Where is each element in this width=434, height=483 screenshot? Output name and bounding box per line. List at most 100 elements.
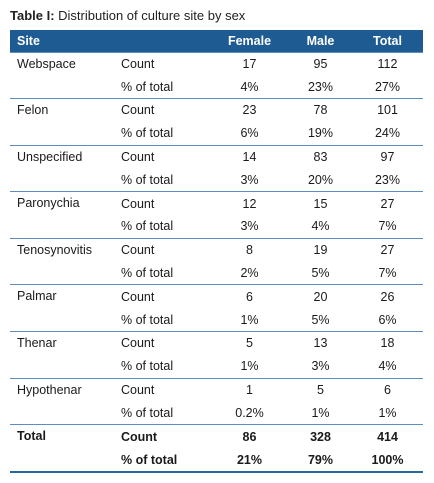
table-figure: Table I: Distribution of culture site by…: [10, 0, 423, 474]
total-cell: 1%: [378, 405, 397, 420]
table-row: % of total 3% 20% 23%: [10, 168, 423, 191]
stat-cell: % of total: [121, 266, 174, 281]
male-cell: 20%: [307, 172, 334, 187]
stat-cell: Count: [115, 424, 210, 449]
site-cell: [10, 262, 115, 285]
table-row: % of total 6% 19% 24%: [10, 122, 423, 145]
male-cell: 95: [289, 51, 352, 76]
table-bottom-rule: [10, 471, 423, 474]
stat-cell: % of total: [121, 452, 178, 467]
male-cell: 79%: [307, 452, 334, 467]
site-cell: Felon: [10, 98, 115, 122]
table-row: % of total 3% 4% 7%: [10, 215, 423, 238]
male-cell: 5%: [311, 266, 330, 281]
table-row: Hypothenar Count 1 5 6: [10, 377, 423, 402]
male-cell: 1%: [311, 405, 330, 420]
total-cell: 101: [352, 98, 423, 122]
table-row: Tenosynovitis Count 8 19 27: [10, 237, 423, 262]
culture-site-table: Site Female Male Total Webspace Count 17 95…: [10, 30, 423, 471]
stat-cell: Count: [115, 144, 210, 169]
male-cell: 23%: [307, 79, 334, 94]
table-row: Felon Count 23 78 101: [10, 98, 423, 122]
total-cell: 23%: [374, 172, 401, 187]
total-cell: 26: [352, 284, 423, 309]
total-cell: 4%: [378, 359, 397, 374]
site-cell: Palmar: [10, 284, 115, 309]
site-cell: Paronychia: [10, 191, 115, 216]
female-cell: 0.2%: [235, 405, 264, 420]
male-cell: 3%: [311, 359, 330, 374]
female-cell: 21%: [236, 452, 263, 467]
total-cell: 27%: [374, 79, 401, 94]
table-caption-label: Table I:: [10, 8, 55, 23]
stat-cell: Count: [115, 377, 210, 402]
female-cell: 14: [210, 144, 289, 169]
male-cell: 78: [289, 98, 352, 122]
stat-cell: % of total: [121, 405, 174, 420]
female-cell: 12: [210, 191, 289, 216]
site-cell: [10, 308, 115, 331]
male-cell: 4%: [311, 219, 330, 234]
site-cell: [10, 168, 115, 191]
stat-cell: Count: [115, 284, 210, 309]
site-cell: Tenosynovitis: [10, 237, 115, 262]
column-header-total: Total: [373, 33, 402, 48]
site-cell: [10, 401, 115, 424]
total-cell: 18: [352, 331, 423, 355]
table-row: Thenar Count 5 13 18: [10, 331, 423, 355]
total-cell: 6%: [378, 312, 397, 327]
site-cell: Hypothenar: [10, 377, 115, 402]
male-cell: 20: [289, 284, 352, 309]
total-cell: 100%: [371, 452, 404, 467]
female-cell: 23: [210, 98, 289, 122]
female-cell: 2%: [240, 266, 259, 281]
female-cell: 5: [210, 331, 289, 355]
total-cell: 414: [352, 424, 423, 449]
column-header-stat: [115, 30, 210, 52]
table-row: % of total 1% 5% 6%: [10, 308, 423, 331]
male-cell: 83: [289, 144, 352, 169]
female-cell: 6%: [240, 126, 259, 141]
male-cell: 19: [289, 237, 352, 262]
column-header-site: Site: [17, 33, 40, 48]
column-header-male: Male: [306, 33, 335, 48]
male-cell: 19%: [307, 126, 334, 141]
site-cell: [10, 75, 115, 98]
table-row: Unspecified Count 14 83 97: [10, 144, 423, 169]
table-row: Palmar Count 6 20 26: [10, 284, 423, 309]
stat-cell: % of total: [121, 79, 174, 94]
site-cell: [10, 355, 115, 378]
female-cell: 3%: [240, 172, 259, 187]
total-cell: 27: [352, 237, 423, 262]
female-cell: 8: [210, 237, 289, 262]
male-cell: 13: [289, 331, 352, 355]
table-row: Paronychia Count 12 15 27: [10, 191, 423, 216]
male-cell: 328: [289, 424, 352, 449]
female-cell: 3%: [240, 219, 259, 234]
stat-cell: Count: [115, 98, 210, 122]
stat-cell: Count: [115, 331, 210, 355]
total-cell: 27: [352, 191, 423, 216]
table-row: % of total 0.2% 1% 1%: [10, 401, 423, 424]
site-cell: Webspace: [10, 51, 115, 76]
female-cell: 4%: [240, 79, 259, 94]
female-cell: 6: [210, 284, 289, 309]
stat-cell: % of total: [121, 172, 174, 187]
table-row: % of total 1% 3% 4%: [10, 355, 423, 378]
female-cell: 86: [210, 424, 289, 449]
total-cell: 7%: [378, 219, 397, 234]
male-cell: 15: [289, 191, 352, 216]
header-row: Site Female Male Total: [10, 30, 423, 52]
total-row: % of total 21% 79% 100%: [10, 448, 423, 471]
table-row: % of total 4% 23% 27%: [10, 75, 423, 98]
total-cell: 7%: [378, 266, 397, 281]
table-caption-text: Distribution of culture site by sex: [54, 8, 246, 23]
male-cell: 5: [289, 377, 352, 402]
site-cell: [10, 215, 115, 238]
table-header: Site Female Male Total: [10, 30, 423, 52]
stat-cell: Count: [115, 237, 210, 262]
site-cell: [10, 448, 115, 471]
female-cell: 1%: [240, 359, 259, 374]
total-row: Total Count 86 328 414: [10, 424, 423, 449]
female-cell: 17: [210, 51, 289, 76]
